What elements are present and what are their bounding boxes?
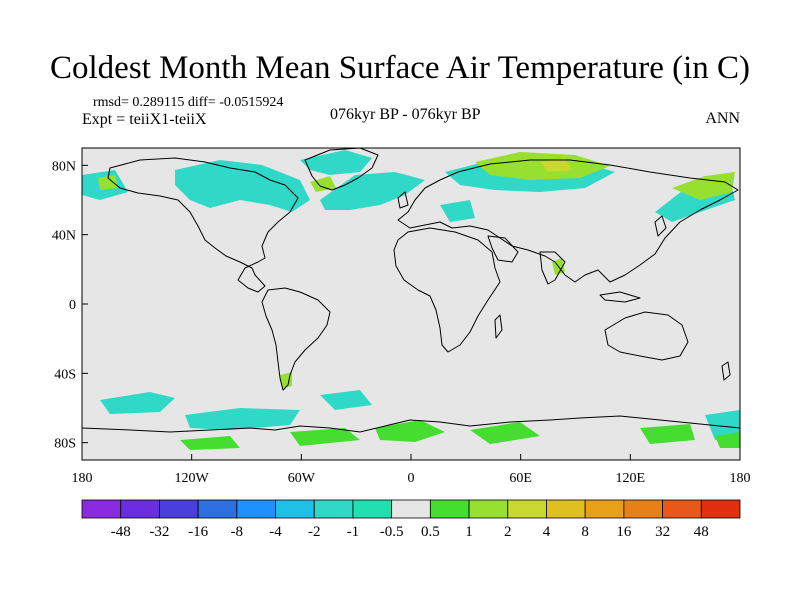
- period-label: 076kyr BP - 076kyr BP: [330, 106, 481, 123]
- stats-label: rmsd= 0.289115 diff= -0.0515924: [93, 95, 284, 110]
- colorbar-swatch: [81, 499, 122, 519]
- coastline-australia: [604, 311, 689, 361]
- lon-tick-label: 60E: [509, 471, 532, 486]
- coastline-arabia: [487, 235, 519, 263]
- coastline-north-america: [107, 157, 299, 293]
- colorbar-swatch: [236, 499, 276, 519]
- lon-tick-label: 0: [408, 471, 415, 486]
- colorbar-label: 48: [694, 524, 709, 540]
- colorbar-swatch: [352, 499, 393, 519]
- coastline-newzealand: [721, 361, 731, 381]
- lon-tick-label: 180: [730, 471, 751, 486]
- colorbar-swatch: [584, 499, 625, 519]
- anomaly-patch: [320, 172, 425, 210]
- colorbar-label: 32: [655, 524, 670, 540]
- colorbar: -48 -32 -16 -8 -4 -2 -1 -0.5 0.5 1 2 4 8 16 32 48: [81, 499, 741, 540]
- anomaly-patch: [320, 390, 372, 410]
- colorbar-label: -4: [269, 524, 282, 540]
- anomaly-patch: [375, 420, 445, 442]
- map-background: [82, 148, 740, 460]
- coastline-eurasia: [397, 159, 739, 283]
- colorbar-label: 1: [465, 524, 473, 540]
- anomaly-patch: [230, 170, 262, 192]
- colorbar-label: -48: [111, 524, 131, 540]
- colorbar-label: -16: [188, 524, 208, 540]
- colorbar-label: 4: [543, 524, 551, 540]
- coastline-africa: [393, 227, 501, 353]
- colorbar-swatch: [662, 499, 702, 519]
- experiment-label: Expt = teiiX1-teiiX: [82, 111, 207, 128]
- colorbar-label: -32: [149, 524, 169, 540]
- colorbar-swatch: [197, 499, 238, 519]
- anomaly-patch: [475, 152, 610, 180]
- colorbar-swatch: [623, 499, 663, 519]
- anomaly-patch: [310, 176, 336, 192]
- coastline-japan: [654, 215, 667, 237]
- lon-tick-label: 120W: [175, 471, 210, 486]
- anomaly-patch: [440, 200, 475, 222]
- colorbar-swatch: [468, 499, 509, 519]
- coastline-uk: [397, 191, 409, 209]
- colorbar-swatch: [700, 499, 741, 519]
- anomaly-patch: [98, 175, 118, 190]
- coastline-greenland: [304, 147, 379, 191]
- lat-tick-label: 80N: [52, 159, 76, 174]
- lon-tick-label: 120E: [616, 471, 646, 486]
- colorbar-swatch: [546, 499, 586, 519]
- map-title: Coldest Month Mean Surface Air Temperatu…: [50, 50, 750, 86]
- coastline-india: [539, 251, 566, 285]
- anomaly-patch: [640, 424, 695, 444]
- colorbar-label: -0.5: [380, 524, 404, 540]
- colorbar-label: 2: [504, 524, 512, 540]
- colorbar-swatch: [429, 499, 470, 519]
- colorbar-swatch: [391, 499, 431, 519]
- colorbar-swatch: [120, 499, 160, 519]
- anomaly-patches: [82, 150, 740, 450]
- anomaly-patch: [540, 158, 572, 172]
- anomaly-patch: [100, 392, 175, 414]
- colorbar-swatch: [507, 499, 547, 519]
- map-plot: 180 120W 60W 0 60E 120E 180 80N 40N 0 40S 80S: [52, 147, 751, 486]
- anomaly-patch: [672, 172, 735, 200]
- colorbar-label: -2: [308, 524, 321, 540]
- anomaly-patch: [705, 410, 740, 440]
- colorbar-label: 8: [581, 524, 589, 540]
- coastlines: [81, 147, 741, 433]
- coastline-antarctica: [81, 415, 741, 433]
- lat-tick-label: 40S: [54, 367, 76, 382]
- lon-tick-label: 60W: [288, 471, 316, 486]
- season-label: ANN: [705, 110, 740, 127]
- colorbar-label: 16: [616, 524, 632, 540]
- colorbar-label: -1: [347, 524, 360, 540]
- anomaly-patch: [715, 432, 740, 448]
- lat-tick-label: 80S: [54, 437, 76, 452]
- colorbar-swatch: [313, 499, 354, 519]
- lat-tick-label: 40N: [52, 229, 76, 244]
- lon-tick-label: 180: [72, 471, 93, 486]
- coastline-indonesia: [599, 291, 641, 303]
- colorbar-label: -8: [231, 524, 244, 540]
- colorbar-label: 0.5: [421, 524, 440, 540]
- coastline-madagascar: [494, 314, 503, 339]
- coastline-south-america: [261, 287, 331, 391]
- anomaly-patch: [280, 372, 292, 388]
- anomaly-patch: [300, 150, 372, 175]
- anomaly-patch: [180, 436, 240, 450]
- map-ticks: 180 120W 60W 0 60E 120E 180 80N 40N 0 40S 80S: [52, 159, 751, 486]
- lat-tick-label: 0: [69, 298, 76, 313]
- colorbar-swatch: [159, 499, 199, 519]
- anomaly-patch: [470, 422, 540, 444]
- anomaly-patch: [290, 428, 360, 446]
- anomaly-patch: [185, 408, 300, 430]
- colorbar-swatch: [275, 499, 315, 519]
